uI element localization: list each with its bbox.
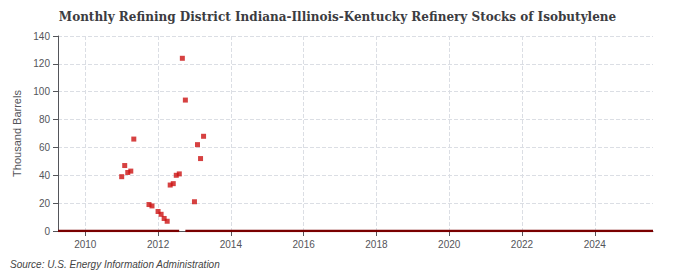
svg-text:Monthly Refining District Indi: Monthly Refining District Indiana-Illino…	[59, 10, 617, 24]
svg-text:80: 80	[39, 114, 51, 125]
svg-text:2018: 2018	[365, 239, 388, 250]
svg-text:2010: 2010	[74, 239, 97, 250]
svg-text:40: 40	[39, 170, 51, 181]
svg-text:100: 100	[33, 86, 50, 97]
svg-text:2022: 2022	[511, 239, 534, 250]
svg-text:2024: 2024	[584, 239, 607, 250]
svg-text:2014: 2014	[220, 239, 243, 250]
svg-text:120: 120	[33, 58, 50, 69]
svg-text:60: 60	[39, 142, 51, 153]
svg-text:20: 20	[39, 198, 51, 209]
svg-text:140: 140	[33, 31, 50, 42]
svg-text:Source: U.S. Energy Informatio: Source: U.S. Energy Information Administ…	[10, 259, 220, 270]
svg-text:0: 0	[44, 226, 50, 237]
svg-text:2012: 2012	[147, 239, 170, 250]
svg-text:2016: 2016	[293, 239, 316, 250]
svg-text:2020: 2020	[438, 239, 461, 250]
svg-text:Thousand Barrels: Thousand Barrels	[11, 90, 23, 177]
